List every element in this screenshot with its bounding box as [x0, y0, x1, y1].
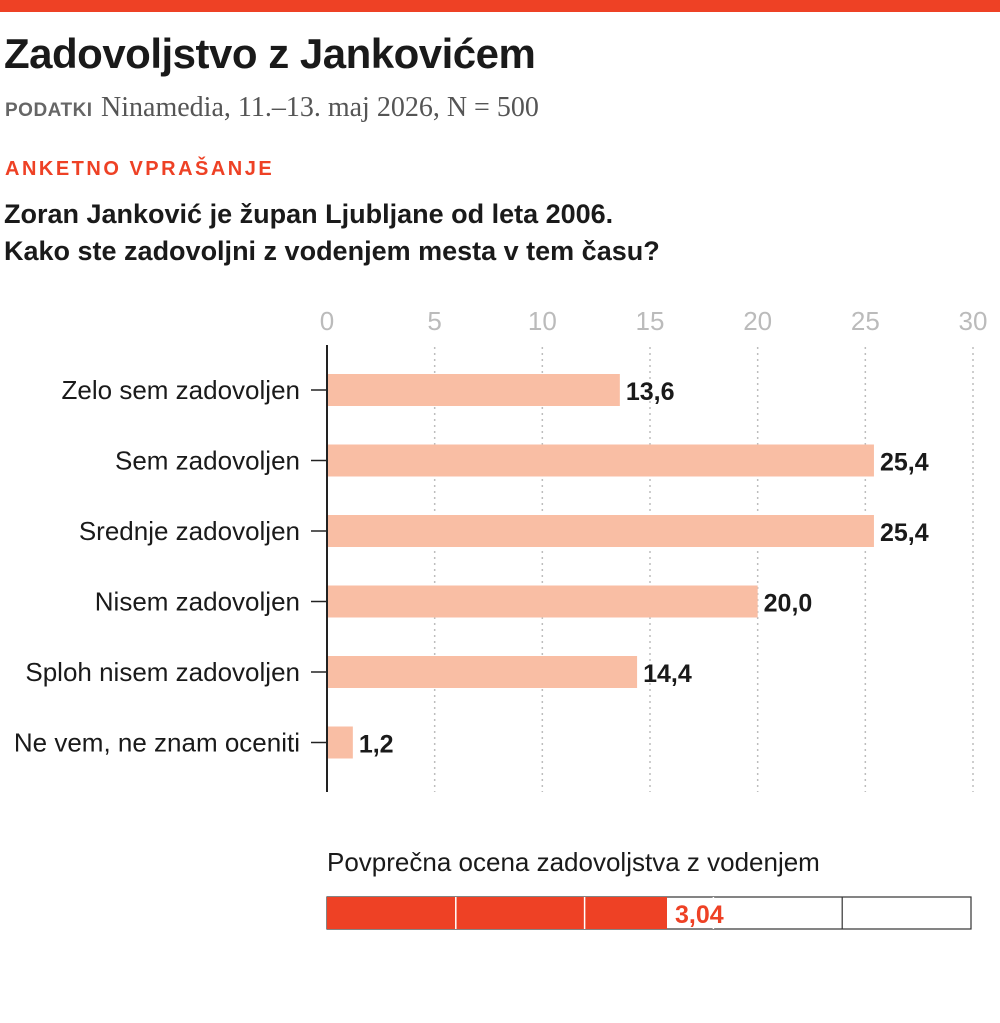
category-label: Nisem zadovoljen	[95, 587, 300, 617]
value-label: 1,2	[359, 731, 394, 759]
source-text: Ninamedia, 11.–13. maj 2026, N = 500	[101, 92, 539, 123]
x-tick-label: 5	[427, 306, 441, 336]
source-label: PODATKI	[5, 100, 93, 121]
top-accent-bar	[0, 0, 1000, 12]
value-label: 14,4	[643, 660, 692, 688]
x-tick-label: 25	[851, 306, 880, 336]
question-text: Zoran Janković je župan Ljubljane od let…	[4, 196, 660, 270]
x-tick-label: 20	[743, 306, 772, 336]
average-marker-gap	[667, 898, 673, 928]
value-label: 20,0	[764, 590, 813, 618]
category-label: Zelo sem zadovoljen	[62, 375, 300, 405]
average-rating-bar: 3,04	[326, 896, 972, 930]
value-label: 13,6	[626, 378, 675, 406]
question-line-1: Zoran Janković je župan Ljubljane od let…	[4, 199, 614, 229]
bar	[328, 444, 874, 477]
average-fill	[327, 897, 668, 929]
question-label: ANKETNO VPRAŠANJE	[5, 158, 275, 180]
average-value-label: 3,04	[675, 901, 724, 929]
bar	[328, 656, 638, 688]
category-label: Sploh nisem zadovoljen	[25, 657, 300, 687]
bar	[328, 374, 620, 406]
category-label: Srednje zadovoljen	[79, 516, 300, 546]
bar	[328, 726, 353, 759]
x-tick-label: 30	[959, 306, 988, 336]
bar	[328, 515, 874, 547]
bar	[328, 585, 758, 618]
value-label: 25,4	[880, 449, 929, 477]
x-tick-label: 10	[528, 306, 557, 336]
source-line: PODATKI Ninamedia, 11.–13. maj 2026, N =…	[5, 92, 539, 124]
category-label: Ne vem, ne znam oceniti	[14, 728, 300, 758]
question-line-2: Kako ste zadovoljni z vodenjem mesta v t…	[4, 236, 660, 266]
x-tick-label: 15	[636, 306, 665, 336]
bar-chart: 0 5 10 15 20 25 30 Zelo sem zadovoljen 13,6 Sem z…	[14, 306, 988, 792]
category-label: Sem zadovoljen	[115, 446, 300, 476]
average-title: Povprečna ocena zadovoljstva z vodenjem	[327, 847, 820, 877]
x-tick-label: 0	[320, 306, 334, 336]
value-label: 25,4	[880, 519, 929, 547]
chart-title: Zadovoljstvo z Jankovićem	[4, 30, 536, 77]
